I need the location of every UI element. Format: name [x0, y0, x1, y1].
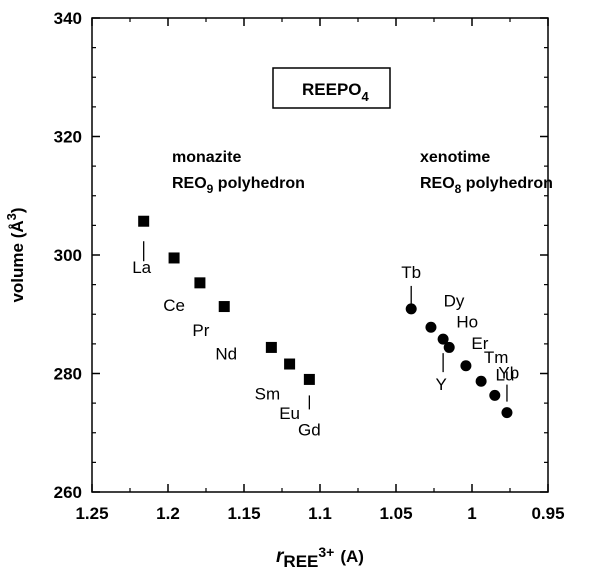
- x-tick-label: 1.05: [379, 504, 412, 523]
- circle-marker: [443, 341, 455, 353]
- circle-marker: [460, 360, 472, 372]
- data-markers: [138, 215, 513, 419]
- point-label: Yb: [498, 363, 519, 382]
- point-label: Pr: [192, 321, 209, 340]
- square-marker: [265, 341, 277, 353]
- point-label: Er: [471, 334, 488, 353]
- circle-marker: [475, 375, 487, 387]
- y-tick-label: 300: [54, 246, 82, 265]
- x-tick-label: 1.1: [308, 504, 332, 523]
- legend-box: [272, 67, 391, 109]
- point-label: Ho: [456, 312, 478, 331]
- y-tick-label: 320: [54, 128, 82, 147]
- circle-marker: [437, 333, 449, 345]
- x-tick-label: 1.25: [75, 504, 108, 523]
- square-marker: [194, 277, 206, 289]
- point-label: Dy: [444, 291, 465, 310]
- point-label: Eu: [279, 404, 300, 423]
- square-marker: [303, 373, 315, 385]
- y-tick-label: 280: [54, 365, 82, 384]
- y-tick-label: 260: [54, 483, 82, 502]
- x-tick-label: 1.2: [156, 504, 180, 523]
- annotation-xenotime-polyhedron: REO8 polyhedron: [420, 175, 553, 196]
- x-axis-title: rREE3+ (A): [276, 544, 364, 571]
- annotation-monazite: monazite: [172, 149, 241, 166]
- square-marker: [218, 301, 230, 313]
- point-label: Ce: [163, 296, 185, 315]
- circle-marker: [425, 321, 437, 333]
- circle-marker: [405, 303, 417, 315]
- y-axis-title: volume (Å3): [4, 207, 27, 302]
- point-label: Nd: [215, 345, 237, 364]
- annotation-monazite-polyhedron: REO9 polyhedron: [172, 175, 305, 196]
- point-label: Lu: [495, 366, 514, 385]
- circle-marker: [489, 389, 501, 401]
- point-label: La: [132, 258, 151, 277]
- y-tick-label: 340: [54, 9, 82, 28]
- x-tick-label: 0.95: [531, 504, 564, 523]
- x-tick-label: 1: [467, 504, 476, 523]
- square-marker: [284, 358, 296, 370]
- circle-marker: [501, 407, 513, 419]
- square-marker: [138, 215, 150, 227]
- point-label: Tb: [401, 263, 421, 282]
- point-label: Y: [435, 375, 446, 394]
- annotation-xenotime: xenotime: [420, 149, 490, 166]
- square-marker: [168, 252, 180, 264]
- point-label: Gd: [298, 420, 321, 439]
- x-axis: 1.25 1.2 1.15 1.1 1.05 1 0.95: [75, 18, 565, 523]
- legend-title: REEPO4: [302, 80, 370, 104]
- point-label: Sm: [255, 384, 281, 403]
- y-axis: 260 280 300 320 340: [54, 9, 548, 502]
- x-tick-label: 1.15: [227, 504, 260, 523]
- point-label: Tm: [484, 348, 509, 367]
